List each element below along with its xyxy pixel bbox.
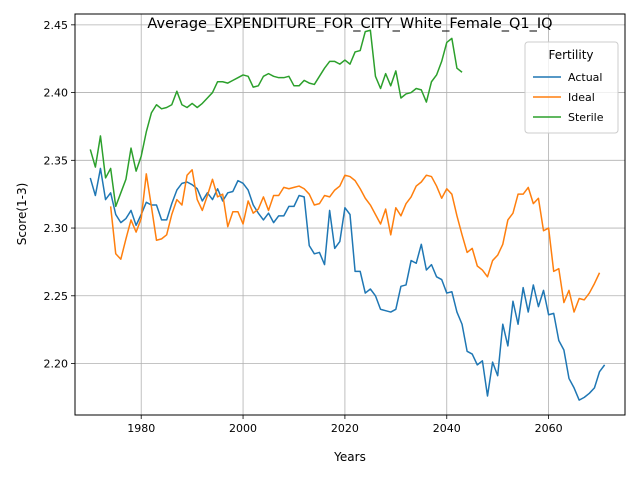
- x-tick-label: 1980: [127, 422, 155, 435]
- x-tick-label: 2020: [331, 422, 359, 435]
- y-tick-label: 2.30: [44, 222, 69, 235]
- x-tick-label: 2040: [433, 422, 461, 435]
- plot-frame: [74, 13, 626, 416]
- series-lines: [89, 29, 606, 401]
- x-axis-label: Years: [333, 450, 366, 464]
- legend-items: Actual Ideal Sterile: [533, 71, 604, 124]
- y-tick-label: 2.35: [44, 154, 69, 167]
- legend-label-ideal: Ideal: [568, 91, 595, 104]
- y-tick-label: 2.25: [44, 290, 69, 303]
- y-tick-label: 2.20: [44, 358, 69, 371]
- series-line-actual: [89, 167, 606, 401]
- chart-title: Average_EXPENDITURE_FOR_CITY_White_Femal…: [147, 16, 552, 32]
- legend-label-sterile: Sterile: [568, 111, 604, 124]
- series-line-sterile: [89, 29, 463, 208]
- legend-title: Fertility: [548, 48, 593, 62]
- x-tick-label: 2060: [535, 422, 563, 435]
- y-tick-label: 2.40: [44, 87, 69, 100]
- axis-ticks: 1980 2000 2020 2040 2060 2.20 2.25 2.30 2.35 2.40…: [44, 19, 563, 435]
- x-tick-label: 2000: [229, 422, 257, 435]
- y-tick-label: 2.45: [44, 19, 69, 32]
- legend: Fertility Actual Ideal Sterile: [524, 41, 619, 134]
- series-line-ideal: [109, 169, 601, 313]
- legend-box: [524, 41, 619, 134]
- y-axis-label: Score(1-3): [15, 183, 29, 246]
- legend-label-actual: Actual: [568, 71, 602, 84]
